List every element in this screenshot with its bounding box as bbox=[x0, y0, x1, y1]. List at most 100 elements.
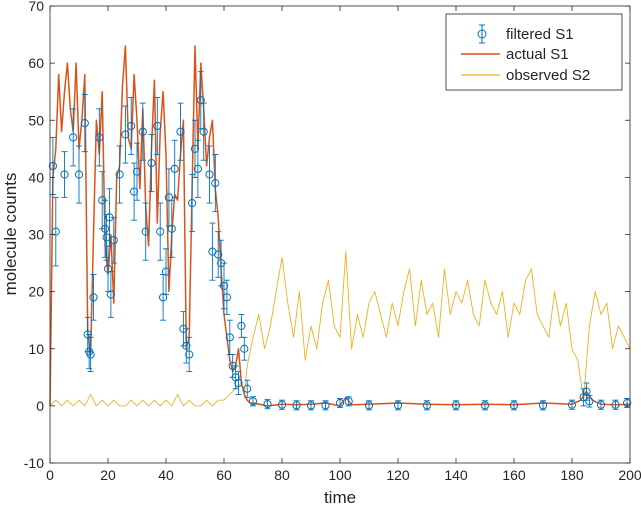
data-point-filtered-s1 bbox=[159, 274, 168, 321]
marker bbox=[132, 167, 142, 176]
x-axis-label: time bbox=[324, 488, 356, 507]
y-tick-label: 10 bbox=[28, 341, 44, 357]
data-point-filtered-s1 bbox=[153, 96, 162, 155]
series-line-observed-s2 bbox=[49, 251, 631, 407]
marker bbox=[237, 321, 246, 330]
data-point-filtered-s1 bbox=[451, 400, 461, 411]
marker bbox=[115, 170, 124, 179]
marker bbox=[80, 119, 89, 128]
y-tick-label: 40 bbox=[28, 169, 44, 185]
marker bbox=[344, 397, 353, 406]
data-point-filtered-s1 bbox=[393, 400, 403, 411]
marker bbox=[89, 293, 98, 302]
data-point-filtered-s1 bbox=[480, 400, 490, 411]
data-point-filtered-s1 bbox=[211, 154, 220, 213]
data-point-filtered-s1 bbox=[69, 108, 78, 167]
marker bbox=[161, 267, 171, 276]
marker bbox=[321, 401, 330, 410]
data-point-filtered-s1 bbox=[106, 271, 116, 318]
data-point-filtered-s1 bbox=[538, 400, 548, 411]
marker bbox=[167, 224, 176, 233]
y-axis-label: molecule counts bbox=[1, 173, 20, 296]
marker bbox=[422, 401, 432, 410]
marker bbox=[596, 400, 606, 409]
legend-label-actual-s1: actual S1 bbox=[506, 46, 569, 63]
marker bbox=[103, 264, 113, 273]
data-point-filtered-s1 bbox=[277, 399, 287, 410]
data-point-filtered-s1 bbox=[585, 395, 594, 408]
data-point-filtered-s1 bbox=[199, 102, 208, 161]
data-point-filtered-s1 bbox=[127, 96, 136, 155]
marker bbox=[451, 401, 461, 410]
data-point-filtered-s1 bbox=[422, 400, 432, 411]
marker bbox=[176, 127, 185, 136]
data-point-filtered-s1 bbox=[321, 400, 330, 411]
legend-box bbox=[445, 13, 623, 91]
data-point-filtered-s1 bbox=[130, 162, 139, 221]
data-point-filtered-s1 bbox=[344, 396, 353, 407]
marker bbox=[159, 293, 168, 302]
data-point-filtered-s1 bbox=[190, 119, 200, 178]
marker bbox=[567, 400, 577, 409]
x-tick-label: 200 bbox=[618, 467, 641, 483]
data-point-filtered-s1 bbox=[219, 262, 229, 310]
marker bbox=[243, 384, 252, 393]
data-point-filtered-s1 bbox=[292, 400, 301, 411]
data-point-filtered-s1 bbox=[101, 199, 110, 258]
data-point-filtered-s1 bbox=[141, 202, 150, 261]
data-point-filtered-s1 bbox=[51, 196, 60, 267]
data-point-filtered-s1 bbox=[156, 202, 165, 261]
x-axis: 0 20 40 60 80 100 120 140 160 180 200 bbox=[46, 6, 641, 483]
marker bbox=[292, 401, 301, 410]
data-point-filtered-s1 bbox=[205, 145, 214, 204]
marker bbox=[102, 233, 111, 242]
data-point-filtered-s1 bbox=[234, 371, 243, 395]
marker bbox=[393, 401, 403, 410]
legend-swatch-marker bbox=[477, 29, 487, 39]
series-layer bbox=[48, 45, 632, 411]
marker bbox=[611, 400, 620, 409]
legend: filtered S1 actual S1 observed S2 bbox=[445, 13, 623, 91]
y-tick-label: 50 bbox=[28, 112, 44, 128]
legend-item-observed-s2: observed S2 bbox=[461, 67, 590, 84]
y-tick-label: 0 bbox=[36, 398, 44, 414]
marker bbox=[214, 250, 223, 259]
marker bbox=[127, 121, 136, 131]
marker bbox=[199, 127, 208, 136]
x-tick-label: 120 bbox=[386, 467, 410, 483]
y-tick-label: -10 bbox=[24, 455, 44, 471]
data-point-filtered-s1 bbox=[80, 94, 89, 153]
marker bbox=[364, 401, 374, 410]
data-point-filtered-s1 bbox=[167, 199, 176, 258]
legend-label-observed-s2: observed S2 bbox=[506, 67, 590, 84]
marker bbox=[109, 236, 118, 245]
data-point-filtered-s1 bbox=[263, 399, 272, 410]
marker bbox=[130, 187, 139, 196]
data-point-filtered-s1 bbox=[222, 279, 231, 315]
marker bbox=[190, 144, 200, 153]
data-point-filtered-s1 bbox=[214, 231, 223, 278]
marker bbox=[185, 350, 194, 359]
marker bbox=[193, 164, 202, 173]
data-point-filtered-s1 bbox=[115, 145, 124, 204]
data-point-filtered-s1 bbox=[86, 336, 95, 373]
marker bbox=[585, 397, 594, 406]
marker bbox=[263, 400, 272, 409]
marker bbox=[480, 401, 490, 410]
data-point-filtered-s1 bbox=[89, 274, 98, 321]
marker bbox=[69, 133, 78, 142]
x-tick-label: 180 bbox=[560, 467, 584, 483]
series-filtered-s1 bbox=[48, 71, 632, 411]
marker bbox=[170, 164, 179, 173]
data-point-filtered-s1 bbox=[147, 134, 156, 193]
data-point-filtered-s1 bbox=[48, 136, 58, 195]
data-point-filtered-s1 bbox=[138, 102, 147, 161]
marker bbox=[335, 398, 345, 408]
marker bbox=[182, 341, 191, 350]
marker bbox=[95, 133, 104, 142]
y-tick-label: 60 bbox=[28, 55, 44, 71]
marker bbox=[138, 127, 147, 136]
x-tick-label: 40 bbox=[158, 467, 174, 483]
data-point-filtered-s1 bbox=[132, 142, 142, 201]
